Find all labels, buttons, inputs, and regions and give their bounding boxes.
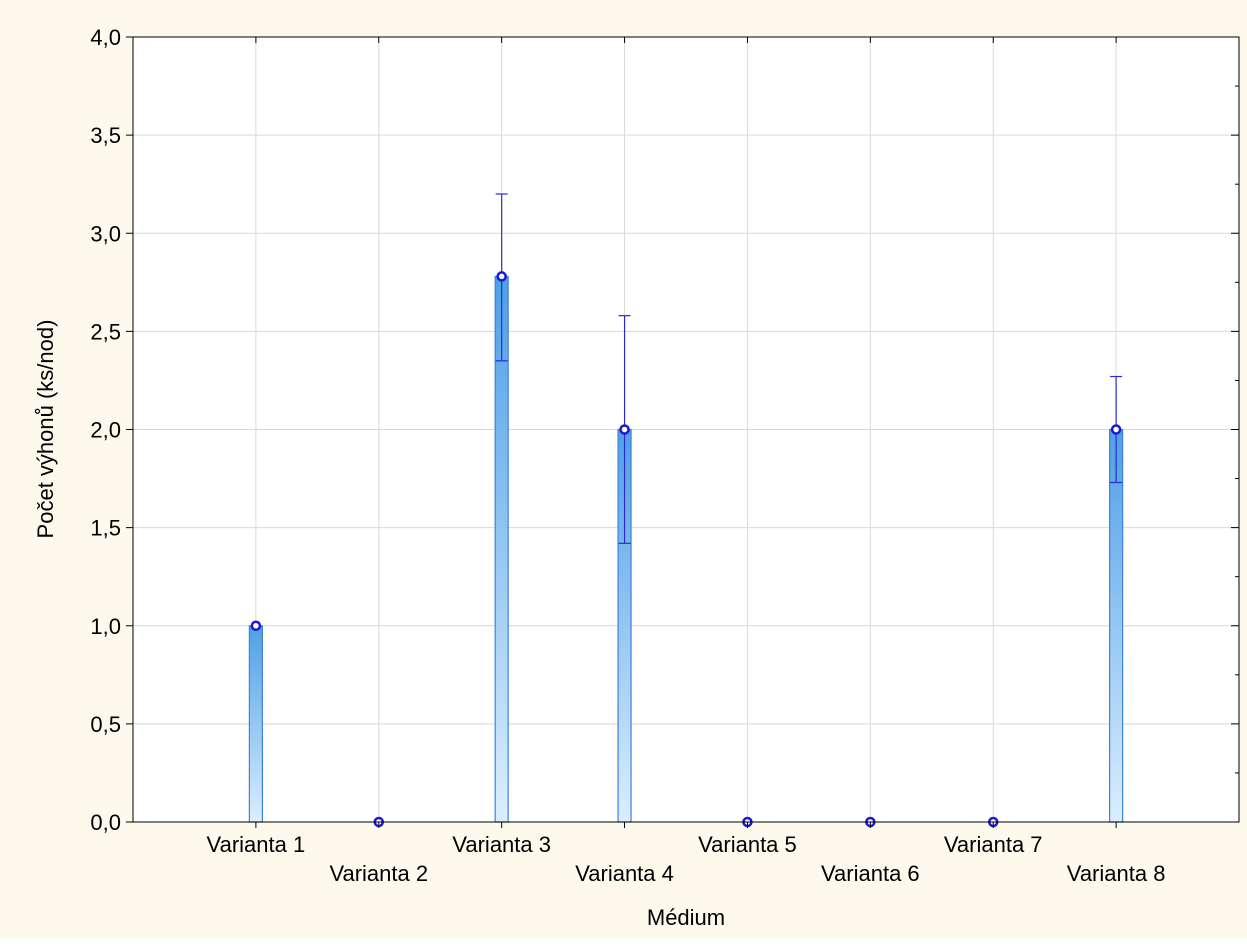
y-tick-label: 1,0 [90,614,121,639]
x-tick-label: Varianta 2 [329,861,428,886]
x-axis-label: Médium [647,905,725,930]
axes [126,36,1240,828]
y-tick-label: 1,5 [90,516,121,541]
x-tick-label: Varianta 8 [1067,861,1166,886]
x-tick-label: Varianta 1 [207,832,306,857]
bars [248,193,1124,828]
x-tick-label: Varianta 7 [944,832,1043,857]
y-tick-label: 4,0 [90,25,121,50]
y-tick-label: 0,5 [90,712,121,737]
mean-marker [619,424,630,435]
mean-marker [496,271,507,282]
y-axis-label: Počet výhonů (ks/nod) [33,320,58,539]
mean-marker [1110,424,1122,435]
bar [1109,428,1124,823]
tick-labels: 0,0 0,5 1,0 1,5 2,0 2,5 3,0 3,5 4,0 Varianta 1 Var… [90,25,1165,886]
y-tick-label: 3,0 [90,221,121,246]
bar [248,625,263,823]
x-tick-label: Varianta 3 [452,832,551,857]
y-tick-label: 0,0 [90,810,121,835]
y-tick-label: 2,5 [90,319,121,344]
y-tick-label: 2,0 [90,418,121,443]
y-tick-label: 3,5 [90,123,121,148]
x-tick-label: Varianta 4 [575,861,674,886]
mean-marker [250,620,262,631]
x-tick-label: Varianta 5 [698,832,797,857]
x-tick-label: Varianta 6 [821,861,920,886]
